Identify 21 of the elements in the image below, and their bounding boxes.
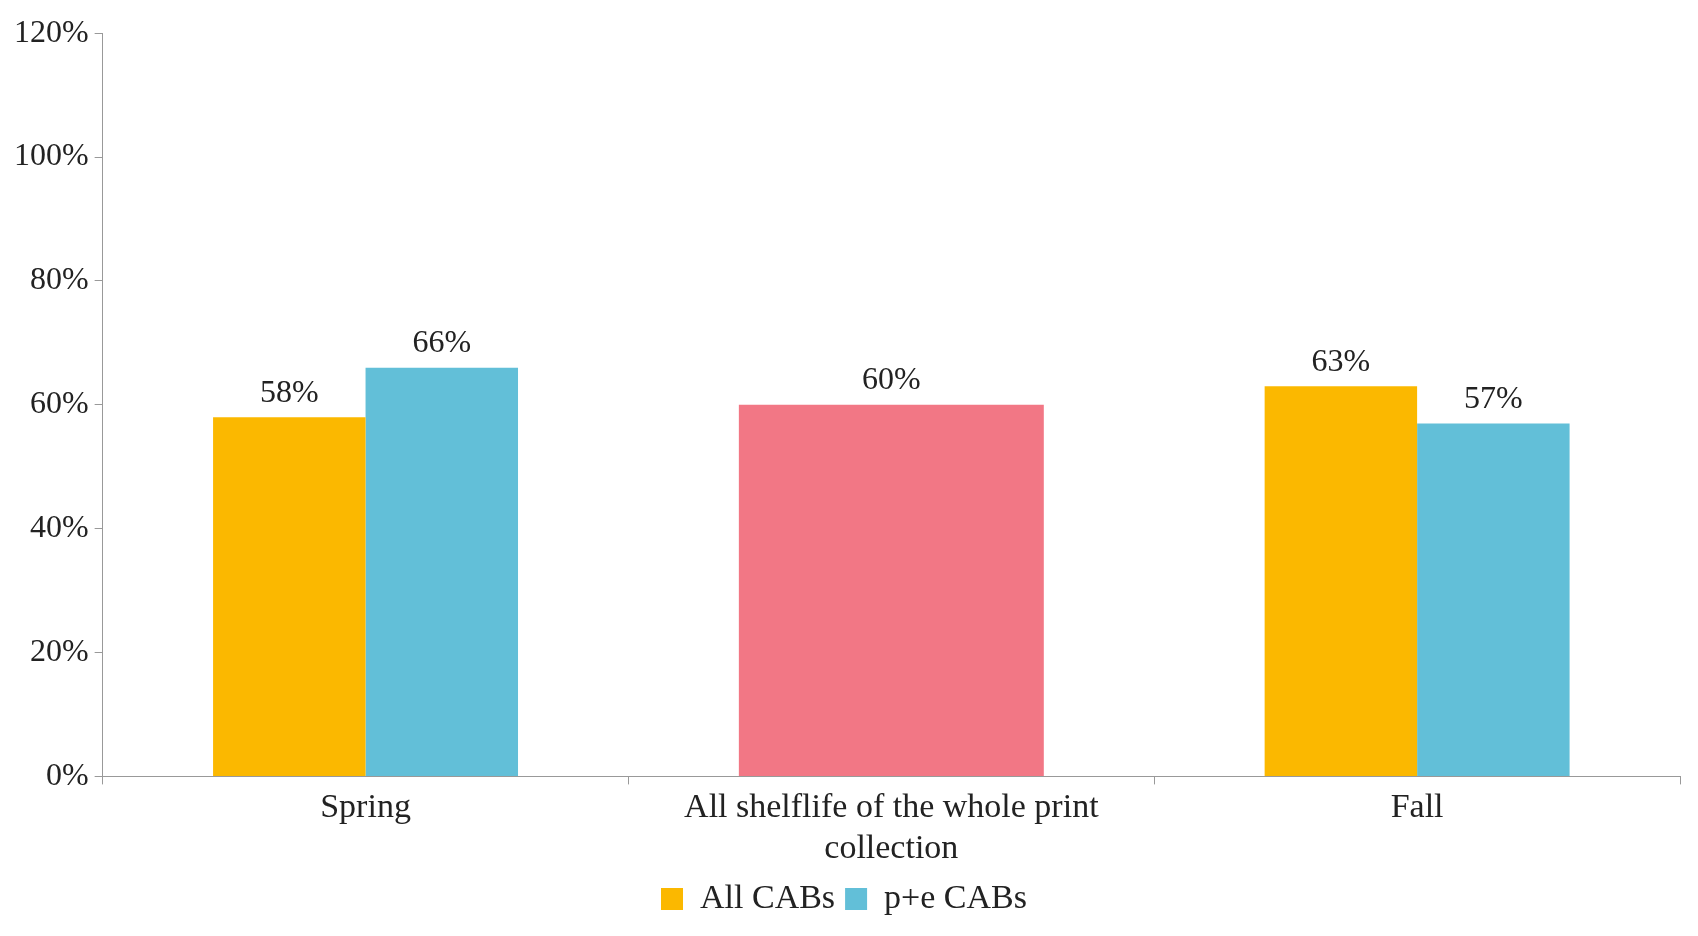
x-tick-label: Fall xyxy=(1390,786,1444,824)
y-tick-label: 100% xyxy=(14,136,89,173)
data-label: 63% xyxy=(1311,341,1371,378)
y-tick-label: 120% xyxy=(14,12,89,49)
data-label: 66% xyxy=(412,323,472,360)
bar xyxy=(365,367,519,776)
bar xyxy=(1417,423,1570,776)
y-tick-label: 40% xyxy=(30,508,89,545)
legend-label: All CABs xyxy=(700,877,836,915)
data-label: 57% xyxy=(1464,378,1523,415)
bar xyxy=(738,404,1044,776)
x-tick-label: Spring xyxy=(320,786,411,824)
legend-label: p+e CABs xyxy=(884,877,1027,915)
bar xyxy=(1264,386,1418,776)
bar xyxy=(213,417,366,776)
y-tick-label: 80% xyxy=(30,260,89,297)
data-label: 60% xyxy=(862,360,921,397)
data-label: 58% xyxy=(259,372,319,409)
y-tick-label: 60% xyxy=(30,384,89,421)
y-tick-label: 0% xyxy=(46,755,89,792)
y-tick-label: 20% xyxy=(30,631,89,668)
